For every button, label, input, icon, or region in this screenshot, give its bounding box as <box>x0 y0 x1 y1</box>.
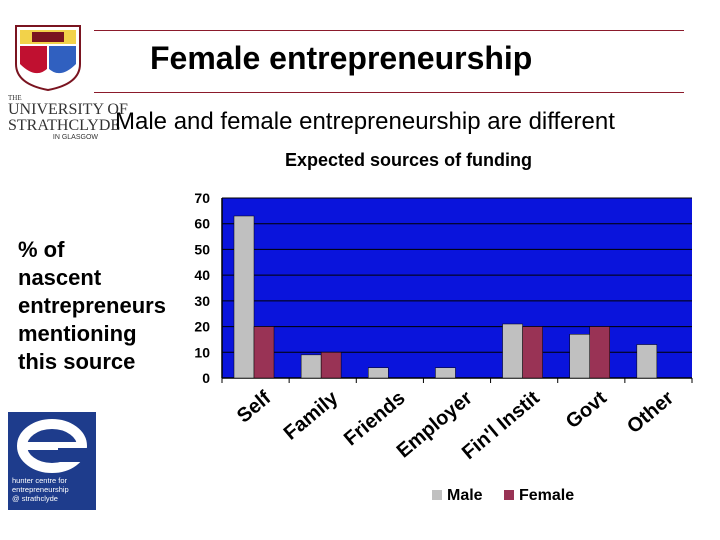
logo-university-of: UNIVERSITY OF <box>8 101 128 118</box>
x-tick-label: Family <box>280 386 343 444</box>
male-bar <box>435 367 456 379</box>
y-axis-label: % of nascent entrepreneurs mentioning th… <box>18 236 166 376</box>
y-label-line: nascent <box>18 265 102 290</box>
hunter-logo-line: entrepreneurship <box>12 485 69 494</box>
male-bar <box>502 323 523 379</box>
top-rule <box>94 30 684 31</box>
page-title: Female entrepreneurship <box>150 40 533 76</box>
hunter-centre-logo: hunter centre for entrepreneurship @ str… <box>8 412 96 510</box>
page-subtitle: Male and female entrepreneurship are dif… <box>115 108 615 135</box>
plot-area <box>222 198 692 378</box>
legend-label: Male <box>447 487 483 504</box>
y-tick-label: 70 <box>194 190 210 206</box>
x-tick-label: Other <box>623 387 678 438</box>
male-bar <box>368 367 389 379</box>
chart-title: Expected sources of funding <box>285 150 533 170</box>
male-bar <box>300 354 322 379</box>
university-crest-logo <box>8 24 88 97</box>
y-tick-label: 0 <box>202 370 210 386</box>
logo-the: THE <box>8 94 22 102</box>
title-rule <box>94 92 684 93</box>
male-bar <box>233 215 255 379</box>
y-tick-label: 50 <box>194 241 210 257</box>
logo-in-glasgow: IN GLASGOW <box>52 134 98 141</box>
y-label-line: entrepreneurs <box>18 293 166 318</box>
male-bar <box>636 344 658 379</box>
male-legend-swatch <box>432 490 442 500</box>
female-bar <box>253 326 275 379</box>
hunter-logo-line: @ strathclyde <box>12 494 58 503</box>
y-tick-label: 40 <box>194 267 210 283</box>
y-label-line: % of <box>18 237 65 262</box>
y-label-line: this source <box>18 349 136 374</box>
female-bar <box>522 326 543 379</box>
y-tick-label: 60 <box>194 216 210 232</box>
university-wordmark-logo: THE UNIVERSITY OF STRATHCLYDE IN GLASGOW <box>8 94 128 141</box>
female-bar <box>589 326 610 379</box>
x-tick-label: Govt <box>562 387 611 433</box>
x-tick-label: Self <box>233 387 275 428</box>
hunter-logo-line: hunter centre for <box>12 476 68 485</box>
female-bar <box>320 352 342 379</box>
y-tick-label: 10 <box>194 344 210 360</box>
y-tick-label: 30 <box>194 293 210 309</box>
male-bar <box>569 334 590 379</box>
legend-label: Female <box>519 487 574 504</box>
y-tick-label: 20 <box>194 319 210 335</box>
logo-strathclyde: STRATHCLYDE <box>8 117 121 134</box>
y-label-line: mentioning <box>18 321 137 346</box>
female-legend-swatch <box>504 490 514 500</box>
